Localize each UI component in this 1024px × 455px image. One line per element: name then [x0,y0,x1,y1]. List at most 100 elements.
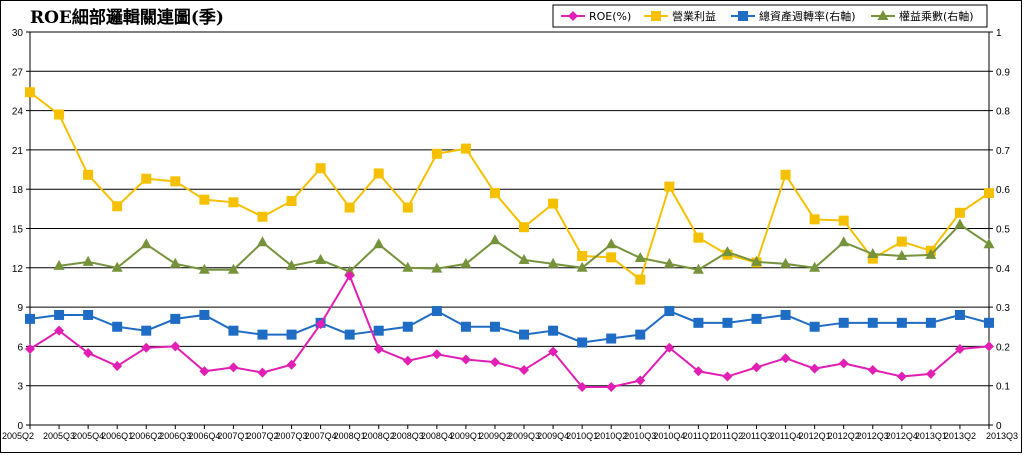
x-tick-label: 2013Q2 [944,431,976,441]
data-point [489,188,500,199]
x-tick-label: 2009Q2 [479,431,511,441]
data-point [664,306,675,317]
data-point [635,274,646,285]
data-point [54,325,65,336]
data-point [606,333,617,344]
data-point [460,354,471,365]
x-tick-label: 2011Q2 [712,431,743,441]
data-point [606,252,617,263]
data-point [199,366,210,377]
data-point [460,257,472,268]
data-point [547,257,559,268]
data-point [83,169,94,180]
data-point [925,317,936,328]
data-point [577,382,588,393]
data-point [373,344,384,355]
y-right-tick-label: 0.9 [996,67,1010,78]
x-tick-label: 2005Q2 [2,431,34,441]
data-point [111,261,123,272]
data-point [257,367,268,378]
data-point [286,259,298,270]
data-point [809,321,820,332]
data-point [373,168,384,179]
data-point [664,342,675,353]
x-tick-label: 2010Q3 [624,431,656,441]
legend-label: 營業利益 [672,9,716,23]
data-point [54,109,65,120]
y-left-tick-label: 18 [12,185,24,196]
data-point [170,341,181,352]
x-tick-label: 2011Q1 [683,431,714,441]
data-point [83,347,94,358]
x-tick-label: 2010Q2 [595,431,627,441]
x-tick-label: 2012Q4 [886,431,918,441]
y-left-tick-label: 12 [12,264,24,275]
series-layer [25,87,995,393]
x-tick-label: 2012Q2 [828,431,860,441]
data-point [722,317,733,328]
x-tick-label: 2013Q1 [915,431,947,441]
data-point [984,317,994,328]
x-tick-label: 2011Q3 [741,431,772,441]
data-point [170,176,181,187]
data-point [373,325,384,336]
data-point [112,361,123,372]
data-point [751,255,763,266]
y-right-tick-label: 0.1 [996,382,1010,393]
data-point [402,355,413,366]
data-point [780,257,792,268]
data-point [315,163,326,174]
data-point [228,325,239,336]
data-point [518,253,530,264]
data-point [692,263,704,274]
x-tick-label: 2008Q3 [392,431,424,441]
data-point [140,238,152,249]
data-point [431,306,442,317]
data-point [431,349,442,360]
data-point [431,148,442,159]
data-point [169,257,181,268]
data-point [198,263,210,274]
legend-label: 總資產週轉率(右軸) [759,9,856,23]
data-point [286,359,297,370]
legend-item: 營業利益 [644,9,716,23]
data-point [954,309,965,320]
y-right-tick-label: 0 [996,421,1002,432]
data-point [721,246,733,257]
data-point [577,337,588,348]
y-left-tick-label: 21 [12,146,24,157]
legend-item: ROE(%) [561,10,631,23]
x-tick-label: 2009Q4 [537,431,569,441]
legend-box [552,4,988,28]
series-3 [53,218,995,276]
data-point [344,329,355,340]
y-right-tick-label: 0.2 [996,342,1010,353]
data-point [693,232,704,243]
data-point [838,317,849,328]
x-tick-label: 2007Q1 [217,431,249,441]
data-point [402,321,413,332]
x-tick-label: 2012Q3 [857,431,889,441]
data-point [984,341,994,352]
data-point [780,309,791,320]
x-tick-label: 2007Q4 [305,431,337,441]
data-point [228,197,239,208]
data-point [54,309,65,320]
series-line [29,309,990,344]
data-point [780,353,791,364]
data-point [25,313,35,324]
x-tick-label: 2005Q3 [43,431,75,441]
data-point [780,169,791,180]
data-point [983,238,995,249]
data-point [635,329,646,340]
data-point [519,364,530,375]
data-point [809,214,820,225]
legend-marker [877,10,889,20]
data-point [141,342,152,353]
y-left-tick-label: 27 [12,67,24,78]
data-point [867,248,879,259]
y-right-tick-label: 0.5 [996,225,1010,236]
data-point [431,262,443,273]
y-left-tick-label: 0 [17,421,23,432]
